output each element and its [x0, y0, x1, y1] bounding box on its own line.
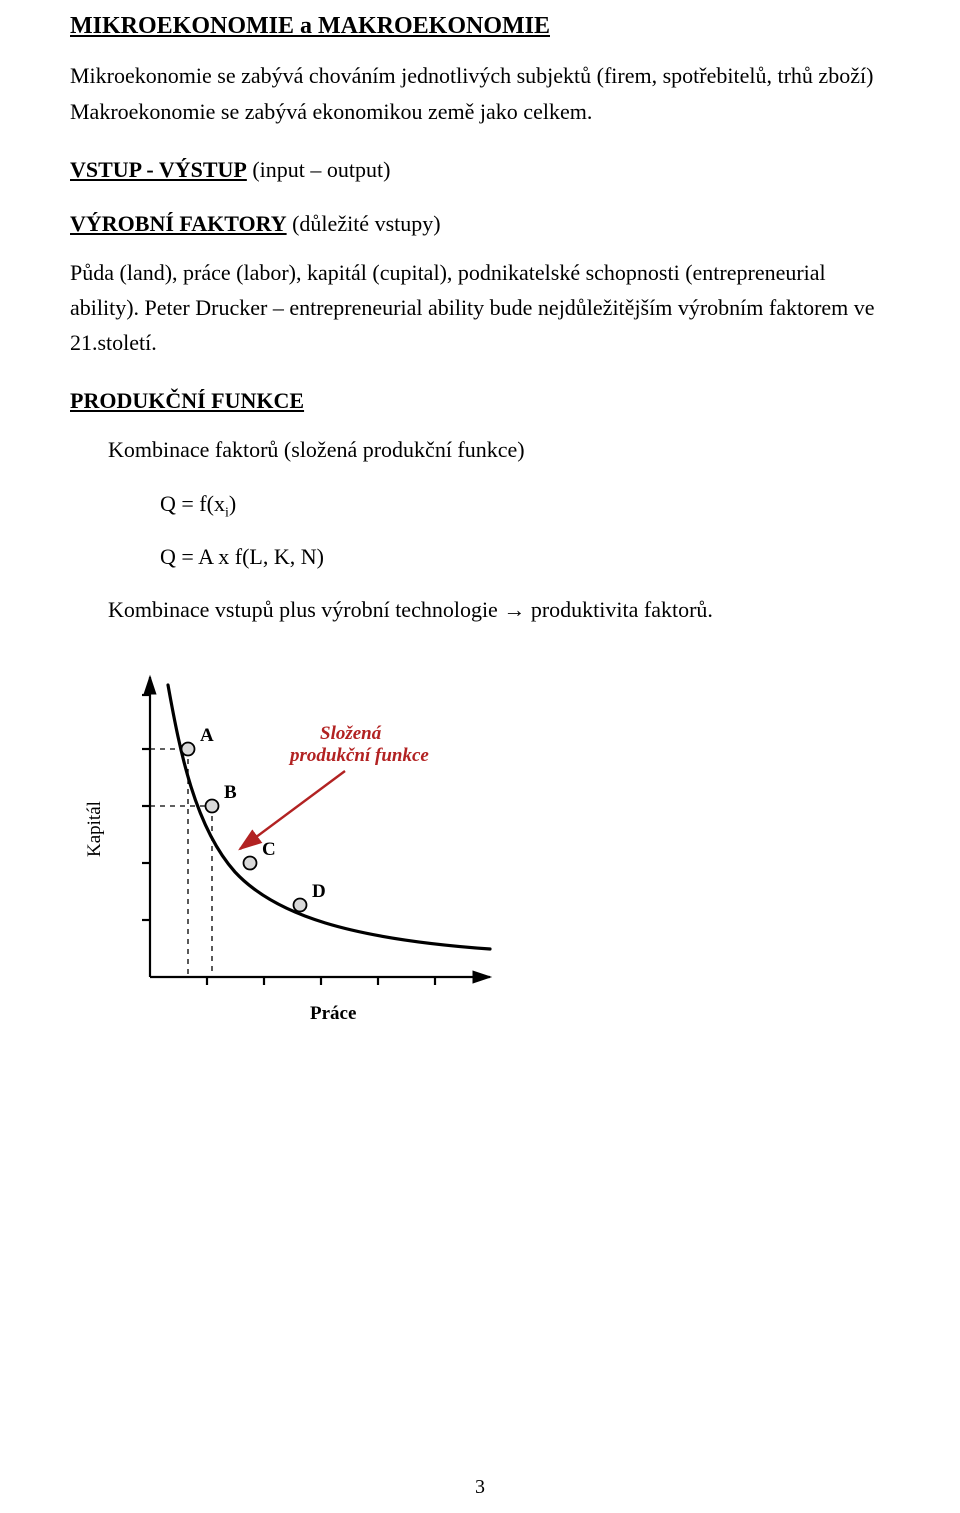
svg-text:A: A	[200, 725, 214, 746]
heading-factors-ul: VÝROBNÍ FAKTORY	[70, 211, 287, 236]
heading-input-output: VSTUP - VÝSTUP (input – output)	[70, 157, 890, 183]
heading-input-output-paren: (input – output)	[247, 157, 391, 182]
svg-text:Složená: Složená	[320, 723, 382, 744]
combination-line: Kombinace faktorů (složená produkční fun…	[70, 432, 890, 467]
heading-production-function: PRODUKČNÍ FUNKCE	[70, 388, 890, 414]
eq1-post: )	[229, 491, 236, 516]
eq1-pre: Q = f(x	[160, 491, 225, 516]
svg-text:Kapitál: Kapitál	[84, 801, 105, 857]
svg-text:produkční funkce: produkční funkce	[288, 745, 429, 766]
heading-factors: VÝROBNÍ FAKTORY (důležité vstupy)	[70, 211, 890, 237]
equation-1: Q = f(xi)	[70, 486, 890, 521]
main-title: MIKROEKONOMIE a MAKROEKONOMIE	[70, 10, 890, 42]
factors-paragraph: Půda (land), práce (labor), kapitál (cup…	[70, 255, 890, 361]
page-number: 3	[0, 1476, 960, 1499]
production-function-chart: A B C D Složenáprodukční funkce Práce Kapitál	[60, 657, 890, 1042]
svg-text:Práce: Práce	[310, 1003, 356, 1024]
equation-2: Q = A x f(L, K, N)	[70, 539, 890, 574]
svg-text:B: B	[224, 782, 237, 803]
chart-svg: A B C D Složenáprodukční funkce Práce Kapitál	[60, 657, 530, 1037]
heading-factors-paren: (důležité vstupy)	[287, 211, 441, 236]
svg-text:C: C	[262, 839, 276, 860]
svg-text:D: D	[312, 881, 326, 902]
heading-input-output-ul: VSTUP - VÝSTUP	[70, 157, 247, 182]
intro-paragraph: Mikroekonomie se zabývá chováním jednotl…	[70, 58, 890, 128]
document-page: MIKROEKONOMIE a MAKROEKONOMIE Mikroekono…	[0, 0, 960, 1513]
heading-production-function-ul: PRODUKČNÍ FUNKCE	[70, 388, 304, 413]
technology-line: Kombinace vstupů plus výrobní technologi…	[70, 592, 890, 627]
